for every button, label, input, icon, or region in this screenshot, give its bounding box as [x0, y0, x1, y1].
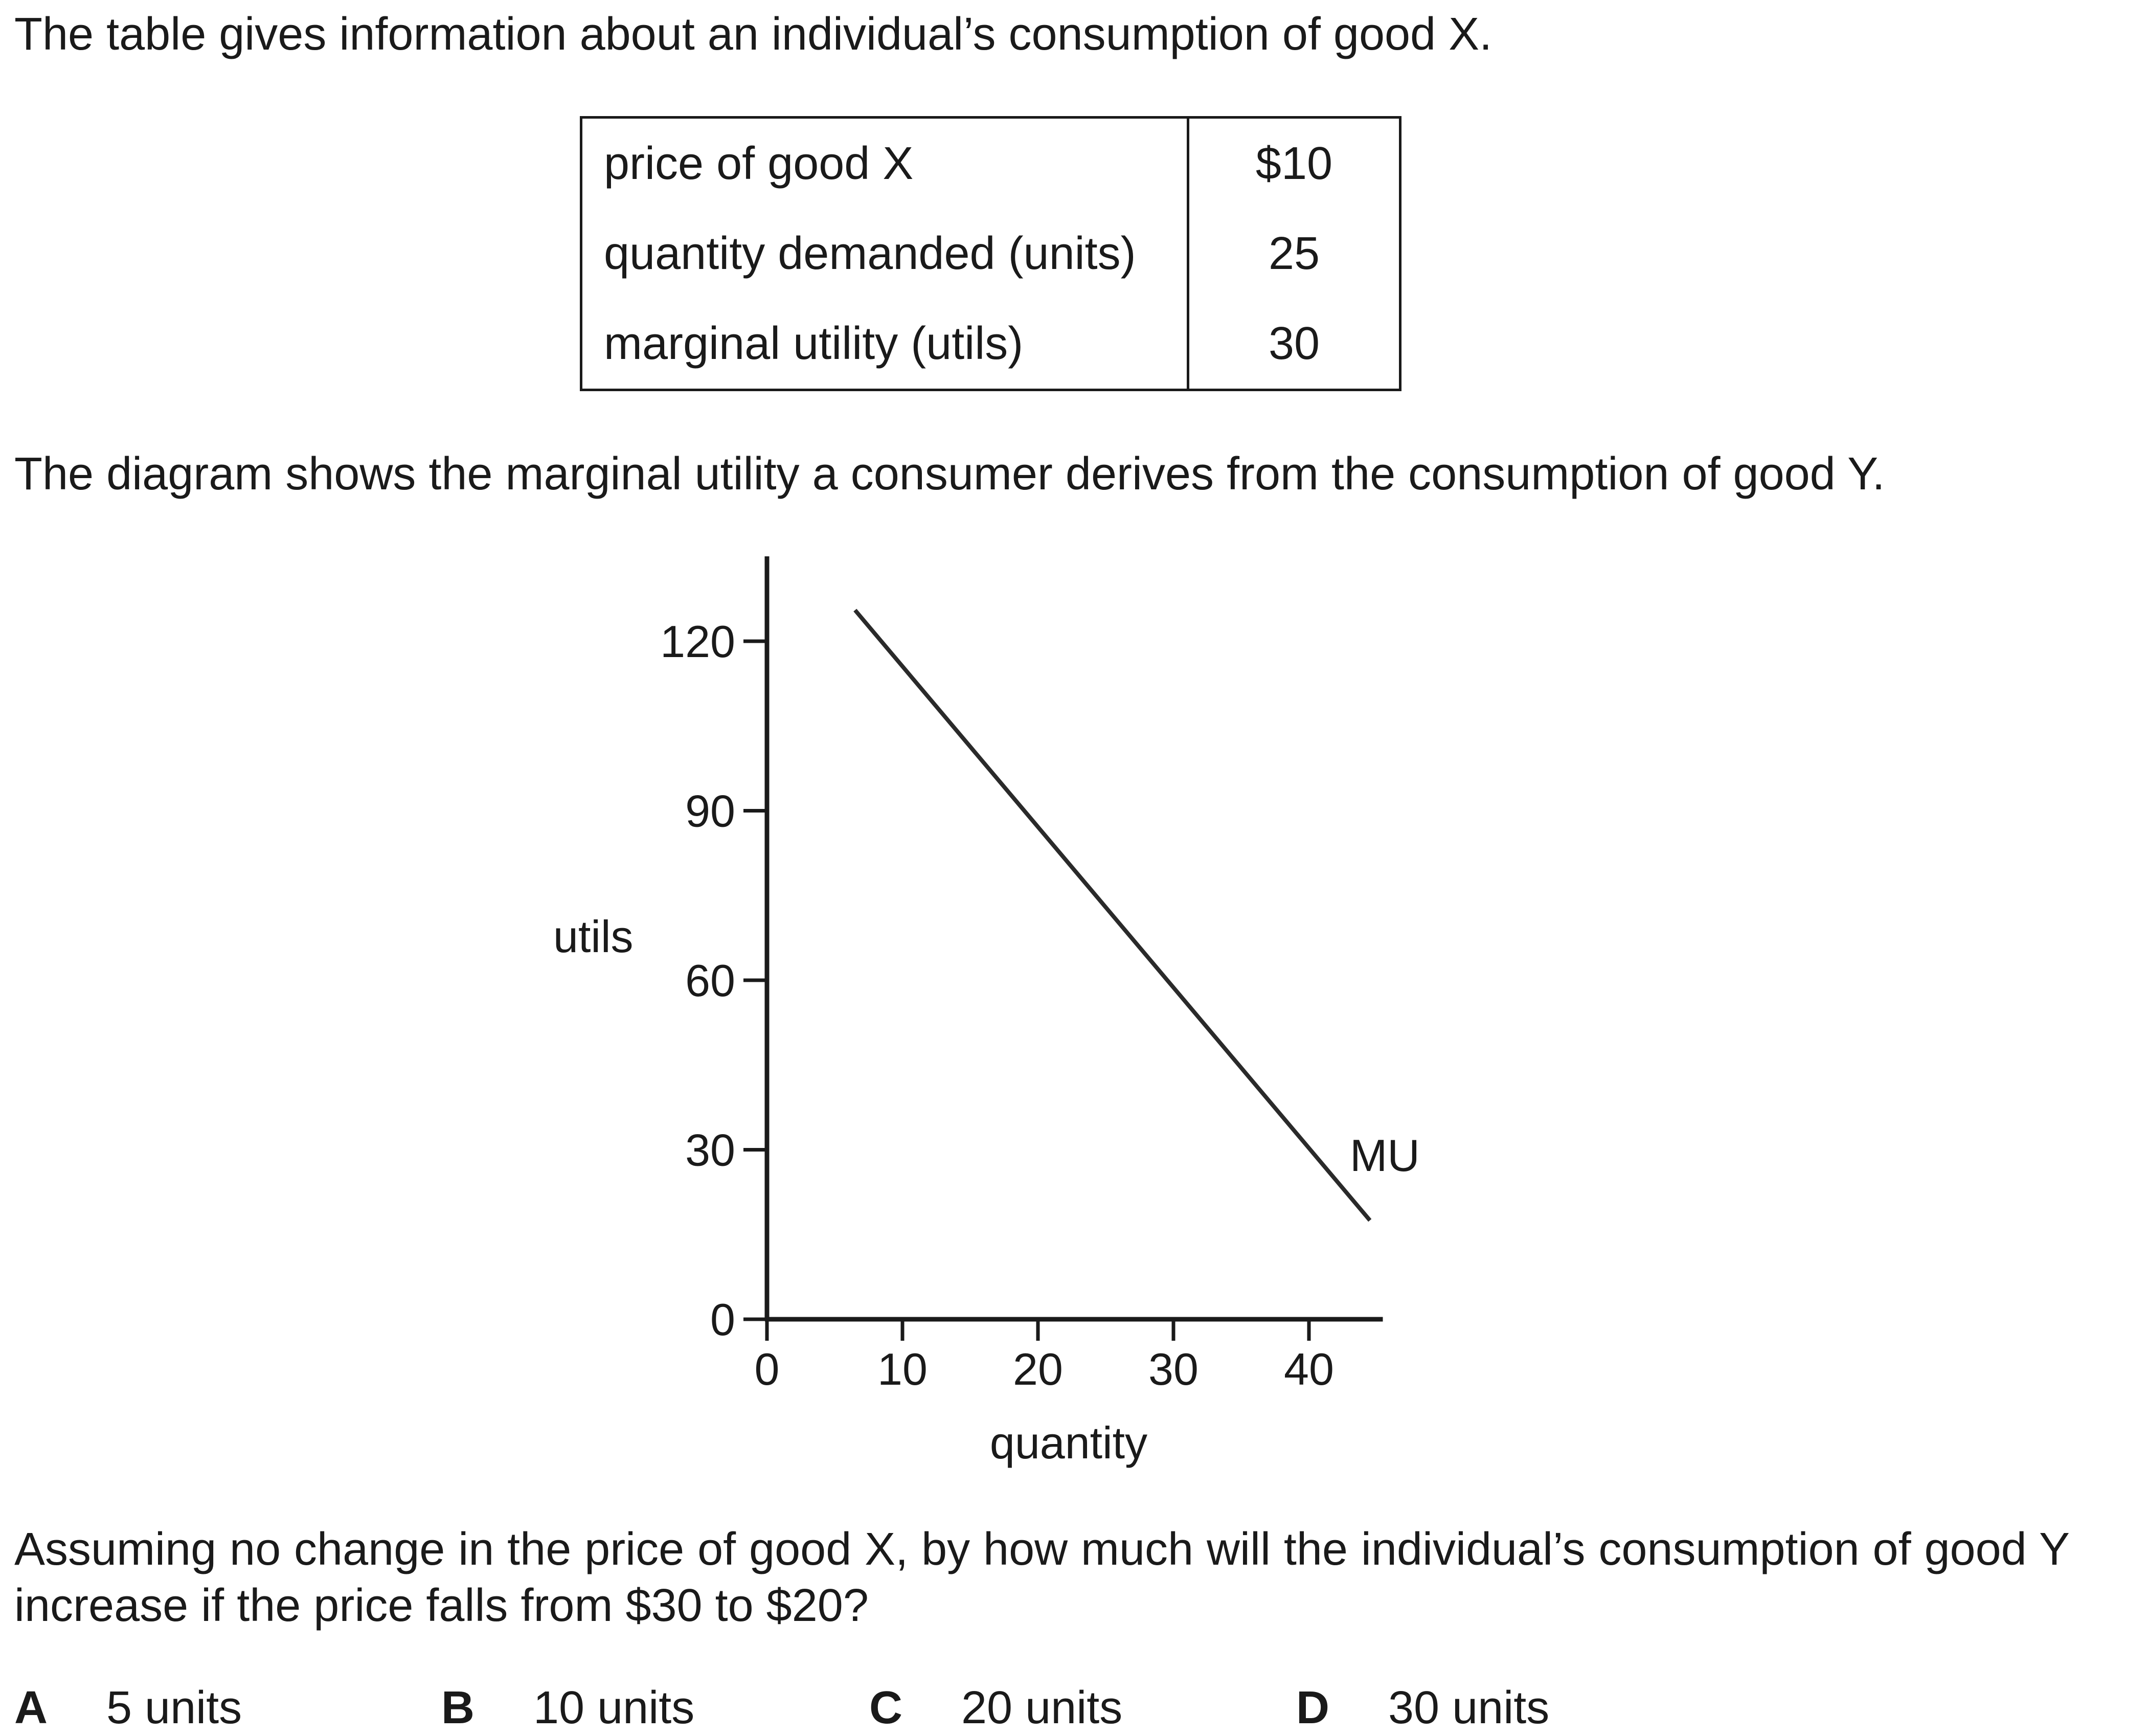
series-label-mu: MU	[1350, 1130, 1420, 1181]
y-tick-label: 90	[685, 786, 735, 837]
table-row: quantity demanded (units) 25	[581, 209, 1400, 299]
option-c[interactable]: C 20 units	[869, 1680, 1122, 1736]
x-tick-label: 40	[1284, 1344, 1334, 1394]
intro-text: The table gives information about an ind…	[14, 9, 1493, 60]
option-letter: B	[441, 1682, 474, 1733]
table-cell-label: price of good X	[581, 117, 1189, 209]
question-text: Assuming no change in the price of good …	[14, 1524, 2070, 1631]
option-letter: A	[14, 1682, 48, 1733]
y-tick-label: 30	[685, 1125, 735, 1176]
table-cell-label: quantity demanded (units)	[581, 209, 1189, 299]
table-row: marginal utility (utils) 30	[581, 299, 1400, 390]
table-cell-value: $10	[1255, 138, 1333, 189]
good-x-table: price of good X $10 quantity demanded (u…	[580, 116, 1401, 391]
chart-ticks: 0 30 60 90 120 0 10 20 30 40	[660, 616, 1334, 1394]
table-cell-value: 25	[1268, 228, 1320, 279]
option-letter: C	[869, 1682, 902, 1733]
option-b[interactable]: B 10 units	[441, 1680, 694, 1736]
option-letter: D	[1296, 1682, 1329, 1733]
y-tick-label: 60	[685, 955, 735, 1006]
x-tick-label: 10	[877, 1344, 928, 1394]
option-text: 20 units	[961, 1682, 1123, 1733]
mu-curve	[853, 608, 1372, 1222]
diagram-intro-text: The diagram shows the marginal utility a…	[14, 448, 1885, 500]
table-cell-label: marginal utility (utils)	[581, 299, 1189, 390]
x-tick-label: 0	[755, 1344, 780, 1394]
option-text: 10 units	[533, 1682, 695, 1733]
y-tick-label: 0	[710, 1294, 735, 1345]
x-tick-label: 20	[1013, 1344, 1063, 1394]
mu-chart: 0 30 60 90 120 0 10 20 30 40 MU utils quantity	[553, 556, 1420, 1468]
table-row: price of good X $10	[581, 117, 1400, 209]
option-a[interactable]: A 5 units	[14, 1680, 242, 1736]
x-tick-label: 30	[1148, 1344, 1199, 1394]
option-text: 30 units	[1388, 1682, 1550, 1733]
y-tick-label: 120	[660, 616, 735, 667]
y-axis-label: utils	[553, 911, 634, 962]
chart-series	[853, 608, 1372, 1222]
option-text: 5 units	[106, 1682, 242, 1733]
table-cell-value: 30	[1268, 318, 1320, 369]
chart-labels: MU utils quantity	[553, 911, 1420, 1468]
chart-axes	[764, 556, 1383, 1322]
x-axis-label: quantity	[990, 1417, 1147, 1468]
option-d[interactable]: D 30 units	[1296, 1680, 1549, 1736]
